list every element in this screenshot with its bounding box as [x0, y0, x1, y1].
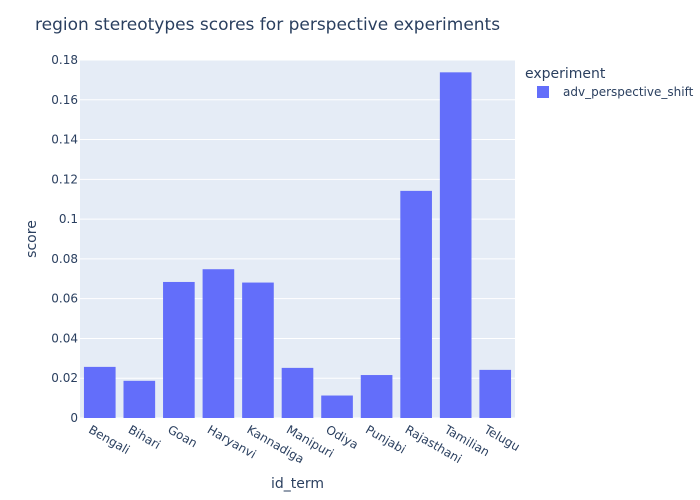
bar[interactable] [400, 190, 432, 418]
y-axis-ticks: 0 0.02 0.04 0.06 0.08 0.1 0.12 0.14 0.16 0.18 [51, 53, 78, 425]
y-tick-label: 0.02 [51, 371, 78, 385]
x-tick-label: Punjabi [363, 422, 408, 456]
bars [83, 72, 512, 418]
x-tick-label: Bengali [86, 422, 132, 457]
bar[interactable] [123, 380, 156, 418]
y-axis-title: score [24, 220, 40, 258]
bar[interactable] [281, 367, 314, 418]
bar[interactable] [83, 366, 116, 418]
bar[interactable] [479, 369, 512, 418]
y-tick-label: 0.06 [51, 292, 78, 306]
y-tick-label: 0.18 [51, 53, 78, 67]
y-tick-label: 0.12 [51, 172, 78, 186]
legend-title: experiment [525, 66, 606, 82]
legend[interactable]: experiment adv_perspective_shift [525, 66, 694, 99]
bar[interactable] [202, 269, 235, 418]
y-tick-label: 0.04 [51, 331, 78, 345]
bar[interactable] [360, 375, 393, 418]
bar[interactable] [439, 72, 472, 418]
bar[interactable] [242, 282, 274, 418]
x-tick-label: Goan [165, 422, 199, 450]
y-tick-label: 0.08 [51, 252, 78, 266]
y-tick-label: 0 [70, 411, 78, 425]
y-tick-label: 0.16 [51, 93, 78, 107]
legend-swatch [537, 86, 549, 98]
chart-title: region stereotypes scores for perspectiv… [35, 15, 500, 35]
y-tick-label: 0.14 [51, 133, 78, 147]
bar[interactable] [163, 281, 195, 418]
legend-label: adv_perspective_shift [563, 85, 694, 99]
x-tick-label: Bihari [126, 422, 163, 452]
x-axis-title: id_term [271, 476, 324, 492]
y-tick-label: 0.1 [59, 212, 78, 226]
bar[interactable] [321, 395, 353, 418]
